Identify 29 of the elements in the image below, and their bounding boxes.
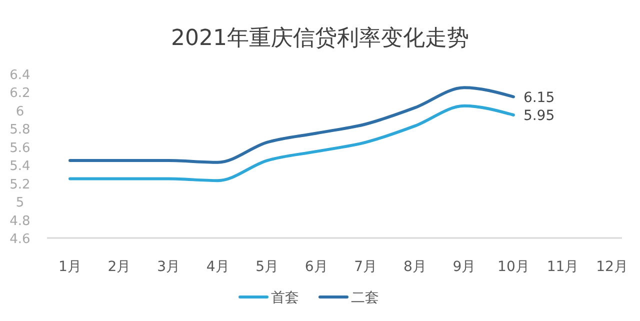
- legend-label: 首套: [271, 290, 299, 306]
- x-tick-label: 12月: [596, 259, 628, 275]
- y-tick-label: 5.4: [10, 159, 30, 174]
- x-tick-label: 9月: [452, 259, 476, 275]
- y-tick-label: 6: [16, 104, 24, 120]
- y-tick-label: 4.8: [10, 214, 30, 229]
- y-tick-label: 6.2: [10, 86, 30, 102]
- x-tick-label: 3月: [157, 259, 180, 275]
- y-tick-label: 5.2: [10, 177, 30, 192]
- x-tick-label: 5月: [256, 259, 279, 275]
- y-tick-label: 5: [16, 196, 24, 211]
- chart-title: 2021年重庆信贷利率变化走势: [171, 26, 469, 51]
- line-series: [68, 86, 515, 164]
- x-tick-label: 4月: [206, 259, 230, 275]
- data-label: 6.15: [523, 90, 555, 106]
- x-tick-label: 10月: [498, 259, 530, 275]
- line-series: [68, 104, 515, 182]
- x-tick-label: 6月: [304, 259, 328, 275]
- legend-label: 二套: [351, 290, 379, 306]
- x-tick-label: 7月: [354, 259, 378, 275]
- data-label: 5.95: [523, 108, 555, 124]
- y-tick-label: 5.8: [10, 122, 30, 138]
- y-tick-label: 6.4: [10, 68, 30, 83]
- x-tick-label: 8月: [403, 259, 426, 275]
- x-tick-label: 11月: [546, 259, 579, 275]
- y-tick-label: 5.6: [10, 140, 30, 156]
- x-tick-label: 2月: [108, 259, 131, 275]
- y-tick-label: 4.6: [10, 232, 30, 247]
- x-tick-label: 1月: [58, 259, 82, 275]
